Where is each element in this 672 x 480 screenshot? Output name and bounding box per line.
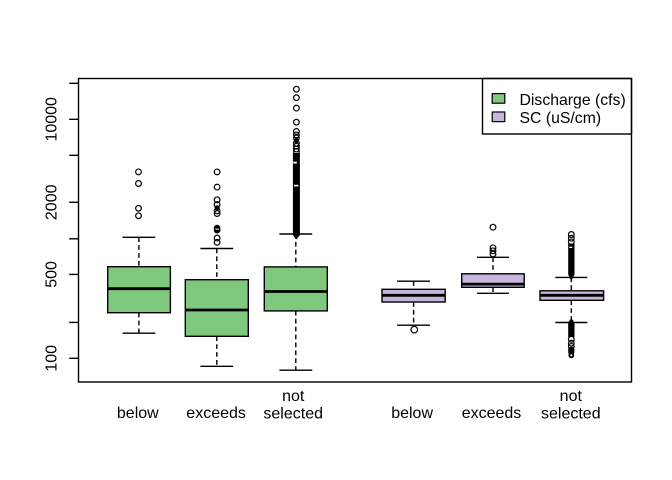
svg-text:not: not xyxy=(560,388,583,405)
svg-text:SC (uS/cm): SC (uS/cm) xyxy=(520,110,602,127)
svg-text:selected: selected xyxy=(263,406,323,423)
svg-text:Discharge (cfs): Discharge (cfs) xyxy=(520,92,626,109)
svg-text:below: below xyxy=(391,405,433,422)
svg-text:selected: selected xyxy=(541,406,601,423)
svg-text:below: below xyxy=(117,405,159,422)
svg-text:100: 100 xyxy=(44,345,61,372)
svg-text:exceeds: exceeds xyxy=(462,405,522,422)
svg-text:500: 500 xyxy=(44,261,61,288)
svg-text:not: not xyxy=(282,388,305,405)
svg-text:exceeds: exceeds xyxy=(186,405,246,422)
svg-text:2000: 2000 xyxy=(44,184,61,220)
svg-text:10000: 10000 xyxy=(44,97,61,142)
